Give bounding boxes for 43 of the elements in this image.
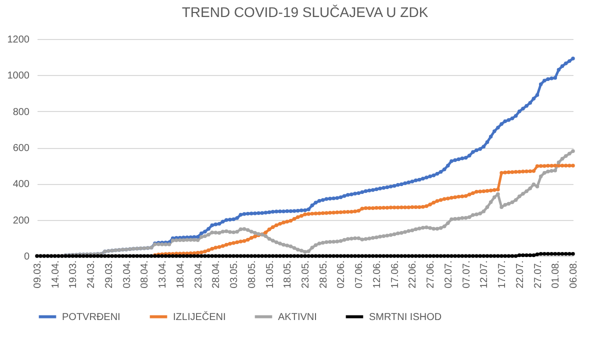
x-tick-label: 13.04. <box>158 260 169 288</box>
x-tick-label: 07.06. <box>354 260 366 288</box>
legend-label: IZLIJEČENI <box>173 310 226 323</box>
y-tick-label: 1000 <box>7 70 30 82</box>
x-tick-label: 18.05. <box>282 260 294 288</box>
legend-label: POTVRĐENI <box>62 312 120 323</box>
x-tick-label: 22.06. <box>408 260 419 288</box>
x-tick-label: 24.03. <box>86 260 98 288</box>
x-tick-label: 28.04. <box>211 260 222 288</box>
x-tick-label: 17.07. <box>497 260 508 288</box>
legend-label: SMRTNI ISHOD <box>369 312 442 323</box>
x-tick-label: 03.04. <box>122 260 133 288</box>
chart-title: TREND COVID-19 SLUČAJEVA U ZDK <box>182 4 429 20</box>
x-tick-label: 27.06. <box>426 260 437 288</box>
x-tick-label: 07.07. <box>461 260 472 288</box>
y-tick-label: 1200 <box>7 34 30 46</box>
y-tick-label: 600 <box>12 143 30 154</box>
x-tick-label: 02.06. <box>336 260 348 288</box>
x-tick-label: 06.08. <box>568 260 580 288</box>
x-tick-label: 22.07. <box>514 260 526 288</box>
x-tick-label: 01.08. <box>550 260 562 288</box>
x-tick-label: 08.04. <box>140 260 151 288</box>
y-tick-label: 400 <box>12 179 30 190</box>
y-tick-label: 800 <box>12 106 30 118</box>
y-tick-label: 200 <box>12 215 30 226</box>
x-tick-label: 28.05. <box>318 260 330 288</box>
x-tick-label: 09.03. <box>32 260 44 288</box>
x-tick-label: 27.07. <box>532 260 544 288</box>
x-tick-label: 29.03. <box>104 260 115 288</box>
x-tick-label: 02.07. <box>443 260 454 288</box>
x-tick-label: 17.06. <box>390 260 401 288</box>
x-tick-label: 18.04. <box>175 260 186 288</box>
x-tick-label: 23.05. <box>300 260 312 288</box>
x-tick-label: 12.07. <box>479 260 490 288</box>
x-tick-label: 13.05. <box>264 260 276 288</box>
x-tick-label: 08.05. <box>246 260 258 288</box>
legend-label: AKTIVNI <box>278 312 317 323</box>
x-tick-label: 23.04. <box>193 260 204 288</box>
x-tick-label: 19.03. <box>68 260 80 288</box>
x-tick-label: 12.06. <box>372 260 383 288</box>
y-tick-label: 0 <box>24 252 30 262</box>
x-tick-label: 03.05. <box>229 260 240 288</box>
x-tick-label: 14.04. <box>50 260 62 288</box>
